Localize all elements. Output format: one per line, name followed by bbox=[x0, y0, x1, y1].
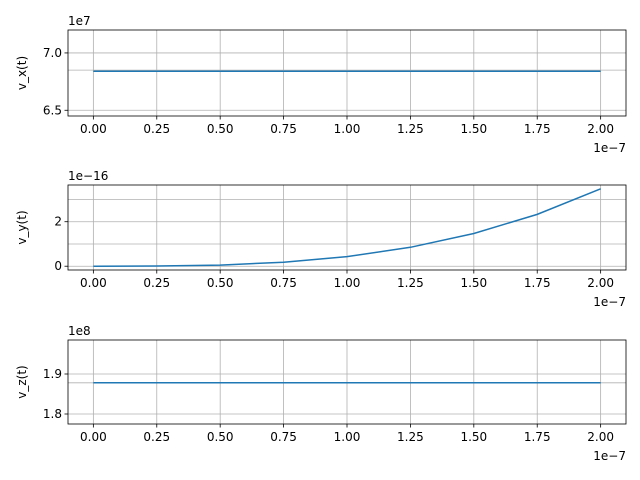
vy-y-offset-text: 1e−16 bbox=[68, 169, 108, 183]
vy-y-tick-label-1: 2 bbox=[54, 215, 62, 229]
vz-plot: 0.00 0.25 0.50 0.75 1.00 1.25 1.50 1.75 2.00 1.8 1… bbox=[15, 324, 627, 463]
vy-x-tick-label-4: 1.00 bbox=[334, 276, 361, 290]
vz-y-offset-text: 1e8 bbox=[68, 324, 91, 338]
vy-y-axis-label: v_y(t) bbox=[15, 210, 29, 244]
vx-x-tick-label-8: 2.00 bbox=[587, 122, 614, 136]
vx-x-tick-label-6: 1.50 bbox=[460, 122, 487, 136]
vx-y-offset-text: 1e7 bbox=[68, 14, 91, 28]
vz-y-tick-label-0: 1.8 bbox=[43, 407, 62, 421]
vz-x-tick-label-5: 1.25 bbox=[397, 430, 424, 444]
vy-x-tick-label-8: 2.00 bbox=[587, 276, 614, 290]
vx-x-tick-label-2: 0.50 bbox=[207, 122, 234, 136]
vz-x-tick-label-6: 1.50 bbox=[460, 430, 487, 444]
vx-x-offset-text: 1e−7 bbox=[593, 141, 626, 155]
vz-y-axis-label: v_z(t) bbox=[15, 365, 29, 398]
vx-y-tick-label-1: 7.0 bbox=[43, 46, 62, 60]
vx-x-tick-label-3: 0.75 bbox=[270, 122, 297, 136]
vx-y-tick-label-0: 6.5 bbox=[43, 103, 62, 117]
vz-x-tick-label-1: 0.25 bbox=[143, 430, 170, 444]
vx-x-tick-label-7: 1.75 bbox=[524, 122, 551, 136]
vx-y-axis-label: v_x(t) bbox=[15, 56, 29, 90]
vz-x-tick-label-8: 2.00 bbox=[587, 430, 614, 444]
vy-x-tick-label-5: 1.25 bbox=[397, 276, 424, 290]
vy-x-tick-label-1: 0.25 bbox=[143, 276, 170, 290]
vy-x-tick-label-2: 0.50 bbox=[207, 276, 234, 290]
vz-x-tick-label-0: 0.00 bbox=[80, 430, 107, 444]
vx-x-tick-label-5: 1.25 bbox=[397, 122, 424, 136]
vy-x-tick-label-6: 1.50 bbox=[460, 276, 487, 290]
vy-x-tick-label-3: 0.75 bbox=[270, 276, 297, 290]
vx-x-tick-label-4: 1.00 bbox=[334, 122, 361, 136]
vy-x-tick-label-7: 1.75 bbox=[524, 276, 551, 290]
vy-x-offset-text: 1e−7 bbox=[593, 295, 626, 309]
vy-y-tick-label-0: 0 bbox=[54, 259, 62, 273]
vz-x-tick-label-3: 0.75 bbox=[270, 430, 297, 444]
vx-x-tick-label-1: 0.25 bbox=[143, 122, 170, 136]
vz-x-tick-label-2: 0.50 bbox=[207, 430, 234, 444]
vz-x-offset-text: 1e−7 bbox=[593, 449, 626, 463]
vy-plot: 0.00 0.25 0.50 0.75 1.00 1.25 1.50 1.75 2.00 0 2 1e… bbox=[15, 169, 627, 309]
vz-x-tick-label-7: 1.75 bbox=[524, 430, 551, 444]
vz-y-tick-label-1: 1.9 bbox=[43, 367, 62, 381]
vx-x-tick-label-0: 0.00 bbox=[80, 122, 107, 136]
vy-series-line-0 bbox=[93, 188, 601, 267]
vx-plot: 0.00 0.25 0.50 0.75 1.00 1.25 1.50 1.75 2.00 6.5 7… bbox=[15, 14, 627, 155]
vz-x-tick-label-4: 1.00 bbox=[334, 430, 361, 444]
vy-x-tick-label-0: 0.00 bbox=[80, 276, 107, 290]
